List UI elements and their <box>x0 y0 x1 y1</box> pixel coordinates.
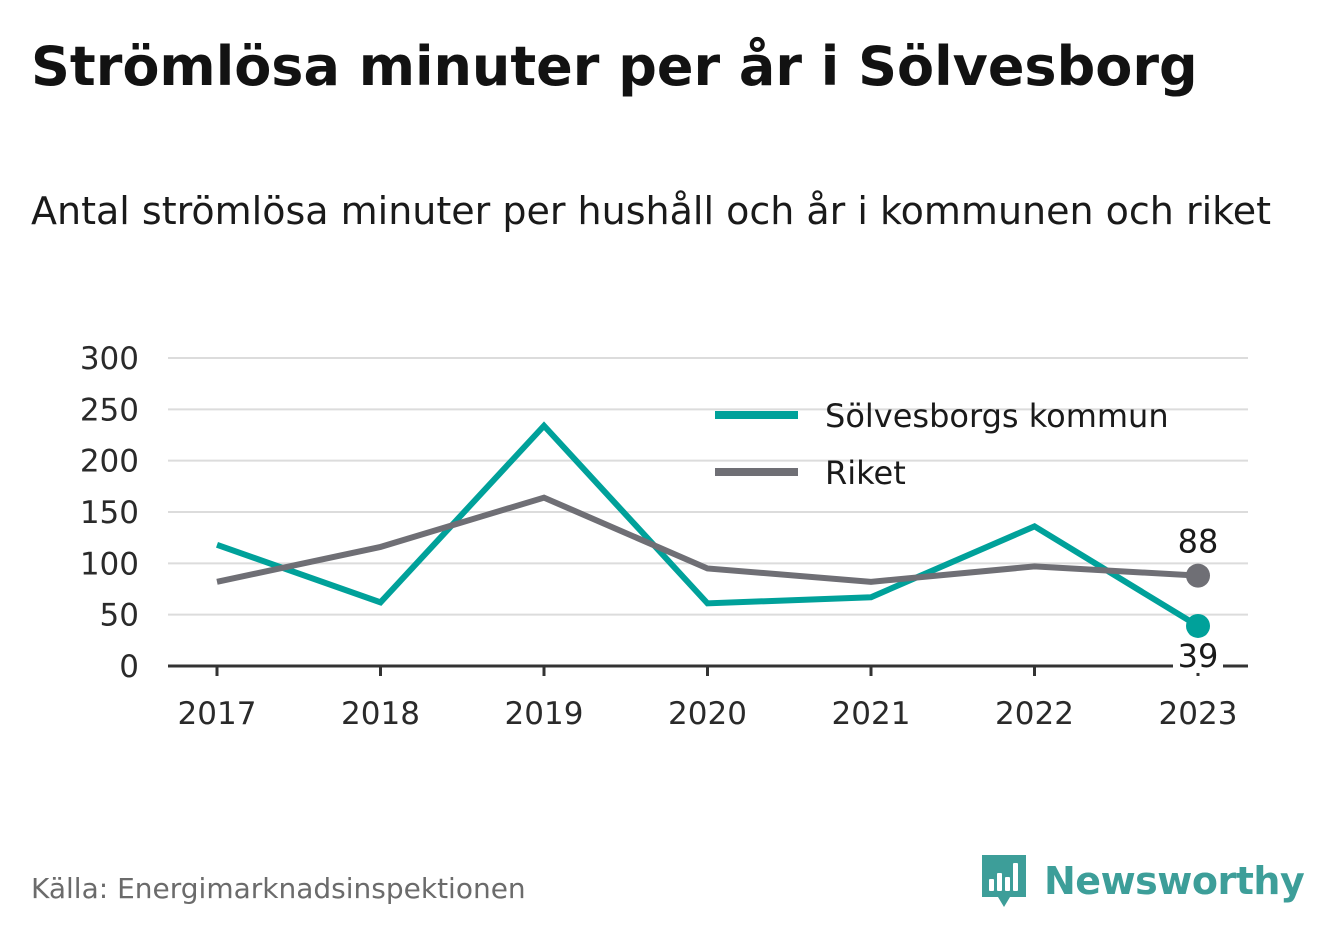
legend-label: Sölvesborgs kommun <box>825 397 1169 435</box>
label-layer: 88 39 <box>1173 523 1223 675</box>
legend-label: Riket <box>825 454 906 492</box>
end-point-marker <box>1186 563 1210 588</box>
x-tick-label: 2020 <box>668 696 747 732</box>
x-tick-label: 2019 <box>505 696 584 732</box>
y-tick-label: 100 <box>80 546 139 582</box>
series-line <box>216 421 1200 629</box>
y-tick-label: 200 <box>80 444 139 480</box>
line-chart: 0 50 100 150 200 250 300 2017 2018 2019 2020 2021 20… <box>80 341 1248 732</box>
source-note: Källa: Energimarknadsinspektionen <box>31 872 526 905</box>
y-tick-label: 150 <box>80 495 139 531</box>
y-tick-label: 250 <box>80 392 139 428</box>
series-layer <box>216 421 1210 638</box>
brand-name: Newsworthy <box>1044 859 1305 903</box>
end-point-marker <box>1186 613 1210 638</box>
x-tick-label: 2017 <box>178 696 257 732</box>
grid-layer <box>168 357 1248 616</box>
data-label-background <box>1173 638 1223 673</box>
x-tick-label: 2022 <box>995 696 1074 732</box>
bar-chart-speech-bubble-icon <box>982 855 1026 907</box>
chart-subtitle: Antal strömlösa minuter per hushåll och … <box>31 189 1272 233</box>
y-tick-label: 0 <box>119 649 139 685</box>
axis-layer: 0 50 100 150 200 250 300 2017 2018 2019 2020 2021 20… <box>80 341 1248 732</box>
y-tick-label: 300 <box>80 341 139 377</box>
legend: Sölvesborgs kommun Riket <box>715 397 1169 492</box>
data-label: 39 <box>1178 637 1219 675</box>
x-tick-label: 2021 <box>832 696 911 732</box>
brand-logo: Newsworthy <box>980 850 1305 912</box>
chart-title: Strömlösa minuter per år i Sölvesborg <box>31 35 1198 98</box>
series-line <box>216 494 1199 585</box>
y-tick-label: 50 <box>100 598 139 634</box>
data-label: 88 <box>1178 523 1219 561</box>
x-tick-label: 2018 <box>341 696 420 732</box>
x-tick-label: 2023 <box>1159 696 1238 732</box>
